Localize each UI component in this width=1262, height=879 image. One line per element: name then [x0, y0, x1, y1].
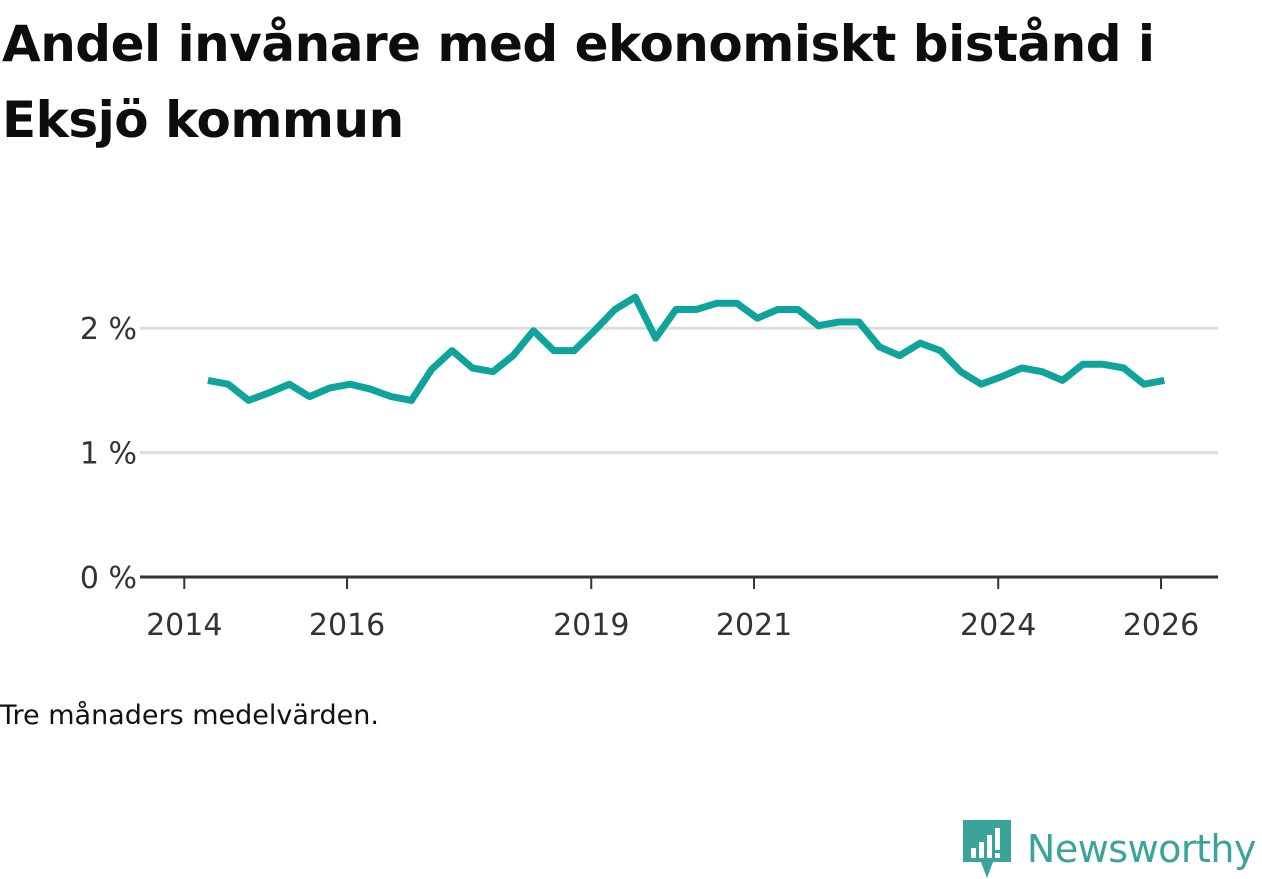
y-tick-label: 2 % — [80, 312, 137, 347]
x-tick-label: 2019 — [553, 608, 629, 643]
newsworthy-logo-icon — [962, 820, 1011, 878]
footnote: Tre månaders medelvärden. — [0, 700, 379, 731]
brand-logo: Newsworthy — [962, 820, 1257, 878]
x-axis-labels: 2014 2016 2019 2021 2024 2026 — [146, 608, 1199, 643]
y-axis-labels: 0 % 1 % 2 % — [80, 312, 137, 596]
y-tick-label: 1 % — [80, 437, 137, 472]
y-tick-label: 0 % — [80, 561, 137, 596]
x-tick-label: 2014 — [146, 608, 222, 643]
chart-title: Andel invånare med ekonomiskt bistånd i … — [2, 15, 1155, 149]
brand-name: Newsworthy — [1026, 827, 1257, 871]
x-tick-label: 2016 — [309, 608, 385, 643]
x-tick-label: 2026 — [1123, 608, 1199, 643]
series-line — [207, 293, 1165, 404]
gridlines — [140, 326, 1218, 455]
x-tick-label: 2024 — [960, 608, 1036, 643]
x-tick-label: 2021 — [716, 608, 792, 643]
series-group — [207, 293, 1165, 404]
x-axis — [140, 575, 1218, 589]
